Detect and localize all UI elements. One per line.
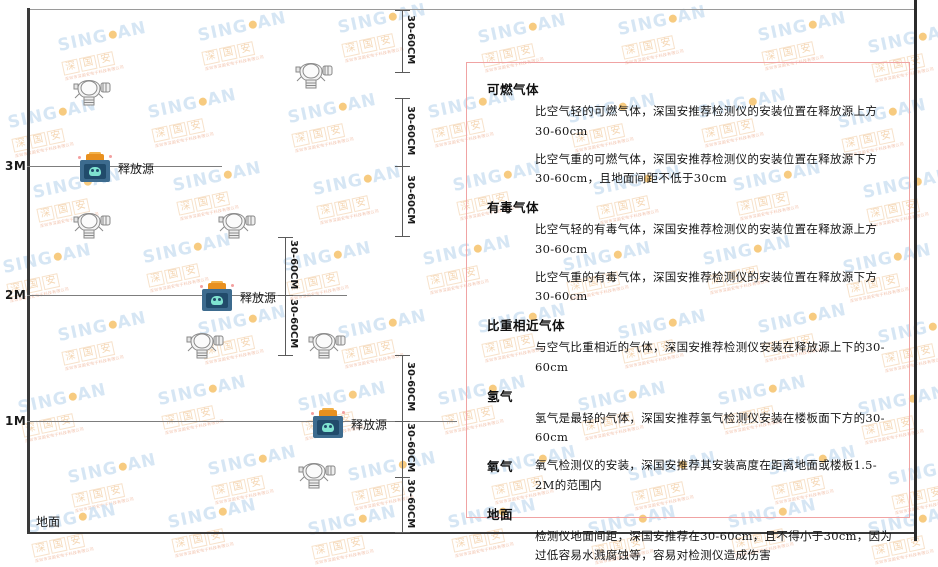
recommendation-panel: 可燃气体比空气轻的可燃气体，深国安推荐检测仪的安装位置在释放源上方30-60cm… [466,62,910,562]
release-source-icon [311,408,345,438]
gas-detector-icon [295,455,341,489]
dimension-bar [402,98,403,166]
dimension-bar [402,477,403,532]
dimension-label: 30-60CM [288,240,299,290]
section-heading: 氢气 [487,388,514,404]
dimension-bar [402,355,403,421]
axis-label-3m: 3M [5,159,27,173]
vertical-axis [27,8,30,533]
release-source-icon [78,152,112,182]
section-paragraph: 检测仪地面间距，深国安推荐在30-60cm，且不得小于30cm，因为过低容易水溅… [535,528,893,563]
dimension-label: 30-60CM [405,15,416,65]
dimension-tick [395,98,410,99]
section-paragraph: 氧气检测仪的安装，深国安推荐其安装高度在距离地面或楼板1.5-2M的范围内 [535,458,877,492]
section-paragraph: 比空气轻的有毒气体，深国安推荐检测仪的安装位置在释放源上方30-60cm [535,222,878,256]
level-line-2m [27,295,347,296]
gas-detector-icon [70,205,116,239]
ground-label: 地面 [36,515,61,529]
gas-detector-icon [215,205,261,239]
dimension-label: 30-60CM [405,478,416,528]
section-heading: 有毒气体 [487,200,540,216]
section-paragraph: 与空气比重相近的气体，深国安推荐检测仪安装在释放源上下的30-60cm [535,340,885,374]
dimension-tick [278,355,293,356]
dimension-label: 30-60CM [405,423,416,473]
level-line-3m [27,166,222,167]
panel-section: 氧气 氧气检测仪的安装，深国安推荐其安装高度在距离地面或楼板1.5-2M的范围内 [487,456,895,496]
dimension-tick [395,236,410,237]
dimension-label: 30-60CM [288,299,299,349]
section-paragraph: 比空气轻的可燃气体，深国安推荐检测仪的安装位置在释放源上方30-60cm [535,104,878,138]
ceiling-line [27,9,917,10]
section-paragraph: 比空气重的可燃气体，深国安推荐检测仪的安装位置在释放源下方30-60cm，且地面… [535,151,878,186]
dimension-bar [285,237,286,295]
dimension-tick [395,477,410,478]
dimension-tick [395,421,410,422]
release-source-icon [200,281,234,311]
dimension-tick [395,355,410,356]
dimension-bar [402,166,403,236]
axis-label-2m: 2M [5,288,27,302]
gas-detector-icon [70,72,116,106]
dimension-tick [278,295,293,296]
gas-detector-icon [292,55,338,89]
installation-height-diagram: 地面 3M 2M 1M 30-60CM 30-60CM 30-60CM 30-60CM 30-… [5,0,917,541]
release-source-label: 释放源 [118,162,155,176]
ground-line [27,532,917,534]
level-line-1m [27,421,457,422]
axis-label-1m: 1M [5,414,27,428]
gas-detector-icon [183,325,229,359]
dimension-bar [402,10,403,72]
dimension-label: 30-60CM [405,362,416,412]
section-heading: 可燃气体 [487,82,540,97]
dimension-label: 30-60CM [405,175,416,225]
gas-detector-icon [305,325,351,359]
section-heading: 比重相近气体 [487,318,566,334]
dimension-tick [395,72,410,73]
section-paragraph: 氢气是最轻的气体，深国安推荐氢气检测仪安装在楼板面下方的30-60cm [535,410,885,445]
dimension-label: 30-60CM [405,106,416,156]
dimension-bar [402,421,403,477]
dimension-tick [395,532,410,533]
dimension-bar [285,295,286,355]
dimension-tick [278,237,293,238]
section-heading: 氧气 [487,459,514,475]
release-source-label: 释放源 [351,418,388,432]
dimension-tick [395,166,410,167]
right-border-line [914,0,917,541]
section-paragraph: 比空气重的有毒气体，深国安推荐检测仪的安装位置在释放源下方30-60cm [535,269,878,304]
dimension-tick [395,10,410,11]
section-heading: 地面 [487,506,514,522]
release-source-label: 释放源 [240,291,277,305]
